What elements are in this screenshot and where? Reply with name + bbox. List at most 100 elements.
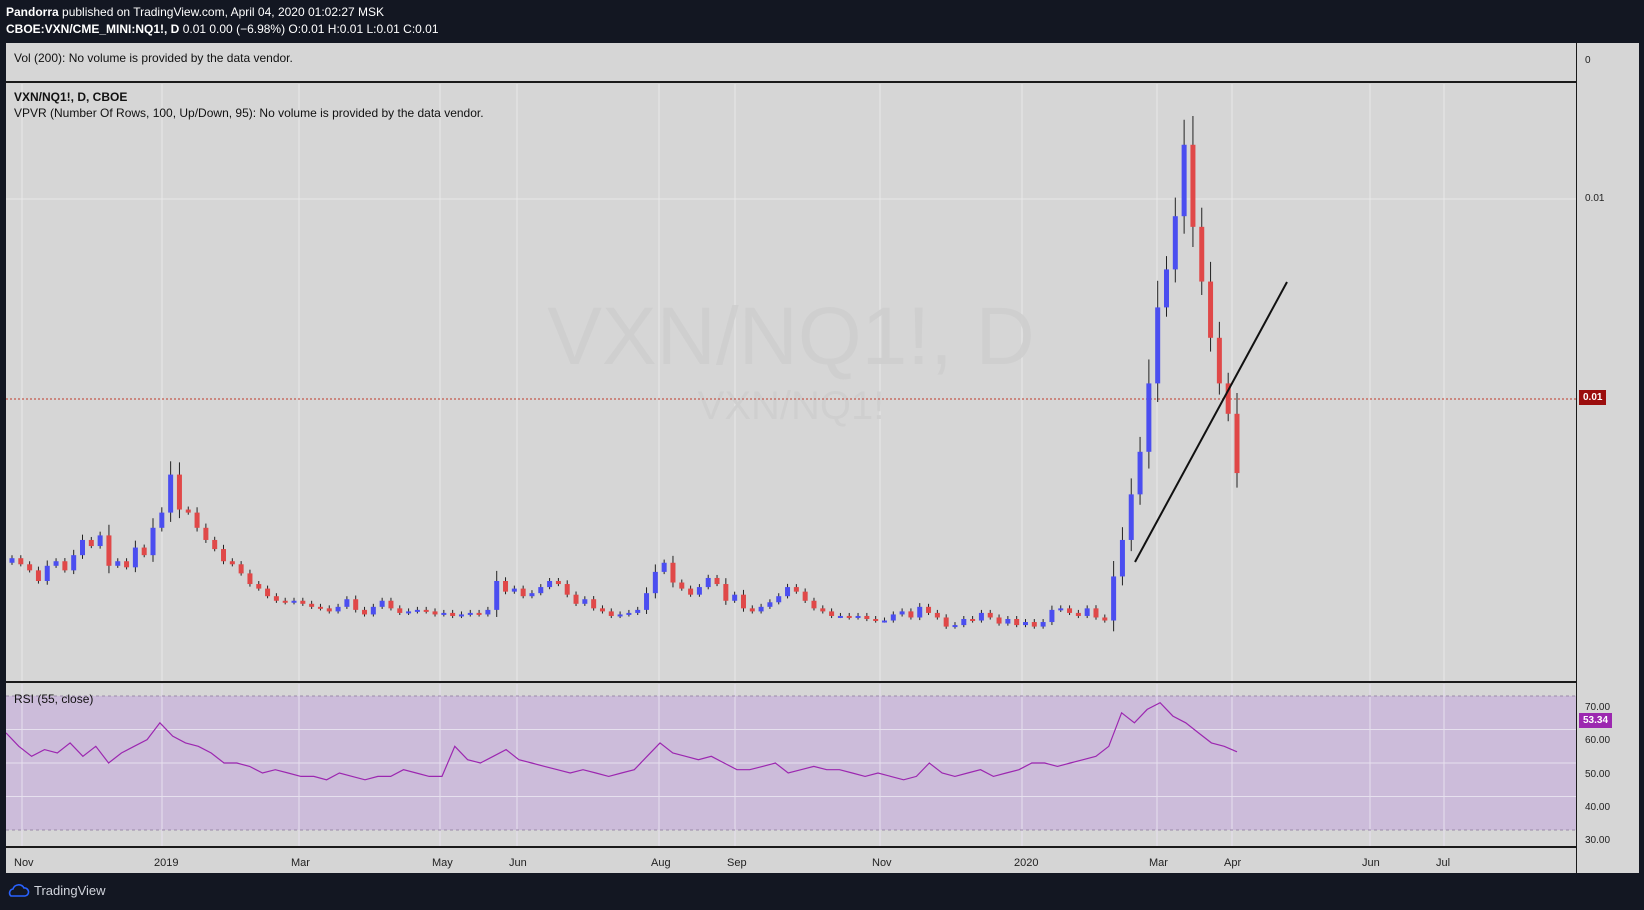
volume-pane[interactable]: Vol (200): No volume is provided by the … [6,43,1576,81]
candle-body [124,561,130,568]
candle-body [35,570,41,581]
candle-body [432,611,438,615]
candle-body [53,561,59,566]
candle-body [952,625,958,628]
rsi-tick: 30.00 [1585,835,1611,846]
candle-body [282,600,288,603]
candle-body [890,614,896,621]
candle-body [873,619,879,621]
price-pane[interactable]: VXN/NQ1!, D VXN/NQ1! VXN/NQ1!, D, CBOE V… [6,84,1576,681]
time-axis-label: Nov [14,857,34,869]
candle-body [388,600,394,609]
candle-body [265,588,271,597]
candle-body [582,599,588,604]
candle-body [661,562,667,572]
vpvr-label: VPVR (Number Of Rows, 100, Up/Down, 95):… [14,106,484,120]
price-chart: VXN/NQ1!, D VXN/NQ1! [6,84,1576,681]
candle-body [317,606,323,609]
candle-body [714,577,720,585]
candle-body [599,608,605,612]
candle-body [326,608,332,612]
candle-body [785,587,791,597]
candle-body [846,615,852,618]
candle-body [829,611,835,616]
time-axis-label: Jun [1362,857,1380,869]
candle-body [467,612,473,615]
price-axis[interactable]: 0 0.01 0.01 70.00 60.00 50.00 40.00 30.0… [1576,43,1639,873]
candle-body [961,619,967,626]
candle-body [132,547,138,568]
candle-body [987,612,993,618]
time-axis-label: Nov [872,857,892,869]
price-axis-tick: 0.01 [1585,193,1605,204]
candle-body [406,611,412,614]
watermark-big: VXN/NQ1!, D [547,291,1035,382]
candle-body [273,596,279,601]
rsi-tick: 50.00 [1585,769,1611,780]
candle-body [247,573,253,585]
tradingview-cloud-icon [8,883,30,897]
rsi-tick: 40.00 [1585,802,1611,813]
candle-body [1234,413,1240,474]
candle-body [591,599,597,609]
symbol-name: CBOE:VXN/CME_MINI:NQ1!, D [6,22,180,36]
author-name[interactable]: Pandorra [6,5,59,19]
candle-body [414,609,420,612]
rsi-tick: 70.00 [1585,702,1611,713]
candle-body [696,587,702,595]
candle-body [520,588,526,597]
candle-body [1075,612,1081,616]
candle-body [555,581,561,585]
rsi-pane[interactable]: RSI (55, close) [6,684,1576,846]
candle-body [1084,608,1090,616]
candle-body [1172,216,1178,270]
candle-body [793,587,799,592]
candle-body [617,614,623,617]
candle-body [44,565,50,581]
watermark-small: VXN/NQ1! [698,384,885,428]
last-price-tag: 0.01 [1579,390,1607,405]
candle-body [820,608,826,612]
time-axis-label: May [432,857,453,869]
candle-body [176,474,182,510]
candle-body [538,587,544,594]
candle-body [881,620,887,623]
candle-body [864,615,870,619]
candle-body [679,582,685,589]
candle-body [608,611,614,616]
candle-body [344,599,350,607]
candle-body [1146,383,1152,452]
candle-body [458,614,464,617]
time-axis-label: Mar [1149,857,1168,869]
rsi-chart [6,684,1576,846]
candle-body [1208,281,1214,338]
candle-body [1137,451,1143,495]
candle-body [300,600,306,604]
candle-body [1155,307,1161,384]
footer-brand[interactable]: TradingView [34,883,106,898]
candle-body [837,615,843,618]
ohlc-values: 0.01 0.00 (−6.98%) O:0.01 H:0.01 L:0.01 … [182,22,439,36]
candle-body [1190,144,1196,227]
time-axis-label: Sep [727,857,747,869]
pane-separator [6,846,1638,848]
candle-body [1216,337,1222,384]
trend-line[interactable] [1134,281,1288,563]
candle-body [379,600,385,607]
series-title: VXN/NQ1!, D, CBOE [14,90,128,104]
footer: TradingView [6,883,106,898]
candle-body [943,617,949,627]
candle-body [1111,576,1117,621]
candle-body [370,606,376,615]
volume-axis-tick: 0 [1585,55,1591,66]
pane-separator[interactable] [6,681,1638,683]
pane-separator[interactable] [6,81,1638,83]
rsi-value-tag: 53.34 [1579,713,1613,728]
candle-body [88,539,94,547]
candle-body [159,512,165,528]
candle-body [212,539,218,550]
candle-body [723,584,729,601]
candle-body [626,612,632,615]
symbol-header: CBOE:VXN/CME_MINI:NQ1!, D 0.01 0.00 (−6.… [6,22,439,36]
candle-body [71,555,77,571]
